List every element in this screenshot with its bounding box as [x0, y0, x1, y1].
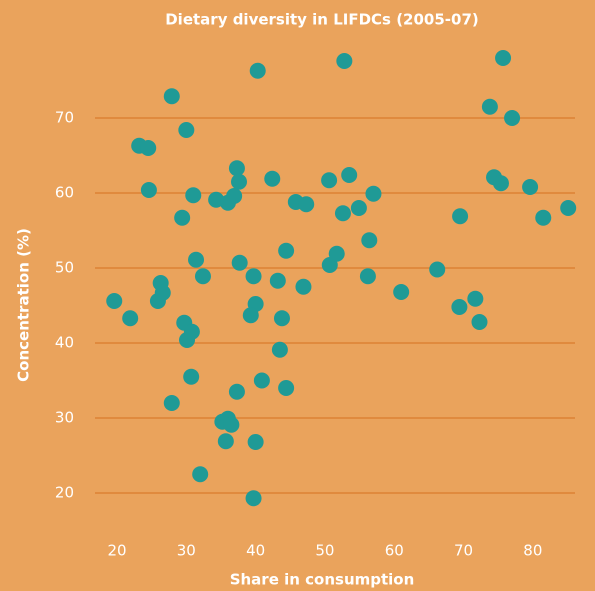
point — [341, 167, 358, 183]
point — [269, 272, 286, 289]
point — [226, 188, 243, 204]
point — [228, 160, 245, 177]
point — [106, 293, 123, 309]
point — [122, 310, 139, 327]
point — [188, 251, 205, 268]
x-tick-label: 50 — [315, 542, 334, 560]
x-axis-title: Share in consumption — [230, 571, 415, 589]
point — [334, 205, 351, 222]
x-tick-label: 40 — [246, 542, 265, 560]
point — [183, 323, 200, 340]
point — [471, 314, 488, 330]
point — [451, 299, 468, 315]
point — [522, 179, 539, 195]
point — [278, 242, 295, 259]
point — [217, 433, 234, 450]
x-tick-label: 80 — [523, 542, 542, 560]
x-tick-label: 30 — [177, 542, 196, 560]
point — [278, 380, 295, 396]
point — [140, 140, 157, 156]
point — [295, 278, 312, 295]
point — [242, 307, 259, 324]
point — [249, 62, 266, 79]
point — [163, 395, 180, 411]
point — [504, 110, 521, 126]
point — [535, 209, 552, 226]
point — [321, 172, 338, 189]
point — [350, 200, 367, 216]
point — [154, 284, 171, 301]
point — [452, 208, 469, 225]
point — [361, 232, 378, 249]
point — [247, 434, 264, 450]
point — [231, 254, 248, 271]
point — [194, 268, 211, 285]
point — [163, 88, 180, 105]
point — [328, 245, 345, 262]
point — [560, 200, 577, 216]
y-tick-label: 50 — [55, 259, 74, 277]
y-tick-label: 60 — [55, 184, 74, 202]
point — [192, 466, 209, 483]
chart-title: Dietary diversity in LIFDCs (2005-07) — [165, 11, 479, 29]
y-tick-label: 70 — [55, 109, 74, 127]
y-tick-label: 20 — [55, 484, 74, 502]
point — [359, 268, 376, 285]
y-tick-label: 30 — [55, 409, 74, 427]
point — [253, 372, 270, 389]
y-tick-label: 40 — [55, 334, 74, 352]
point — [336, 53, 353, 69]
y-axis-title: Concentration (%) — [15, 228, 33, 382]
point — [183, 368, 200, 385]
point — [298, 196, 315, 213]
point — [231, 173, 247, 190]
point — [495, 50, 512, 66]
point — [273, 310, 290, 327]
point — [245, 490, 262, 507]
point — [228, 383, 245, 400]
point — [178, 122, 195, 138]
point — [140, 182, 157, 198]
point — [467, 290, 484, 307]
x-tick-label: 20 — [107, 542, 126, 560]
point — [223, 416, 240, 433]
point — [365, 185, 382, 202]
point — [492, 175, 509, 192]
point — [174, 209, 191, 226]
point — [264, 170, 281, 187]
point — [429, 261, 446, 278]
x-tick-label: 70 — [454, 542, 473, 560]
point — [393, 284, 410, 300]
point — [185, 187, 202, 204]
x-tick-label: 60 — [385, 542, 404, 560]
point — [481, 98, 498, 115]
point — [271, 341, 288, 358]
point — [245, 268, 262, 285]
